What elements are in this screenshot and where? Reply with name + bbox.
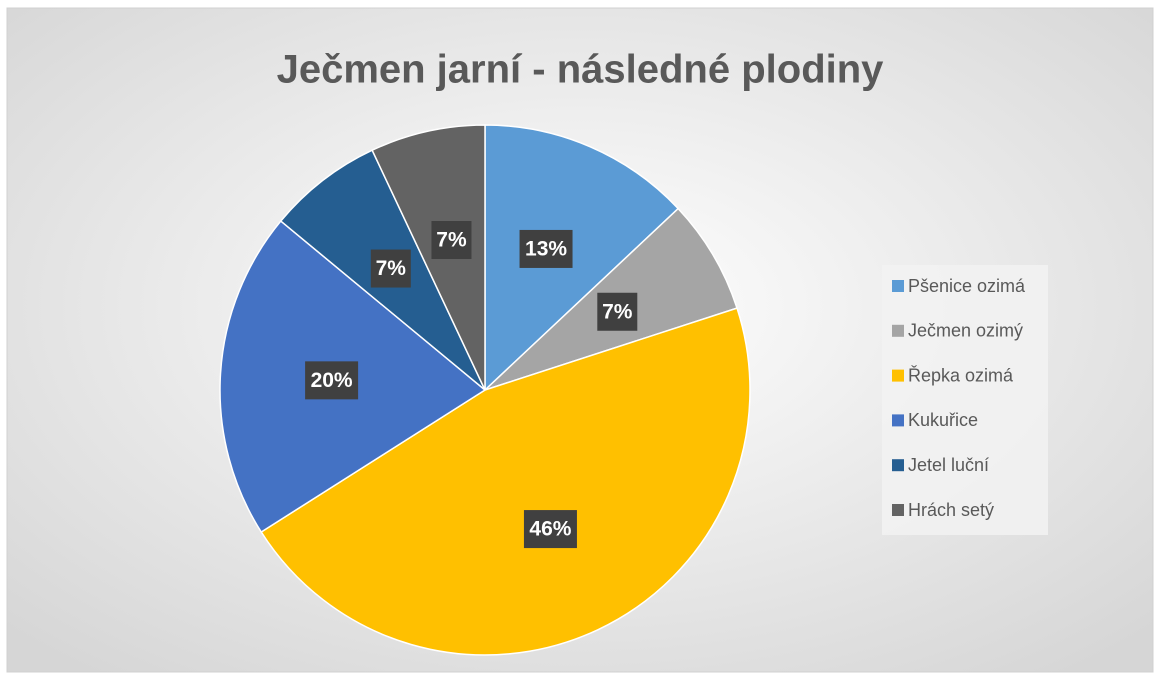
legend-swatch (892, 414, 904, 427)
legend-label: Pšenice ozimá (908, 276, 1026, 296)
data-label: 20% (311, 369, 353, 392)
legend-swatch (892, 369, 904, 382)
legend-label: Hrách setý (908, 500, 994, 520)
data-label-box (431, 221, 472, 260)
chart-title: Ječmen jarní - následné plodiny (277, 48, 885, 92)
legend-swatch (892, 280, 904, 292)
legend-label: Kukuřice (908, 410, 978, 430)
data-label: 13% (525, 237, 567, 260)
data-label: 7% (376, 257, 407, 280)
legend-swatch (892, 324, 904, 337)
data-label: 7% (602, 300, 633, 323)
data-label-box (305, 361, 359, 400)
legend-swatch (892, 459, 904, 472)
data-label-box (370, 249, 411, 288)
legend-label: Ječmen ozimý (908, 321, 1023, 341)
data-label-box (523, 510, 577, 549)
data-label: 7% (436, 229, 467, 252)
data-label-box (597, 292, 638, 331)
pie-slice (371, 124, 486, 391)
legend-box (882, 265, 1048, 535)
legend-label: Řepka ozimá (908, 365, 1014, 385)
data-label-box (519, 229, 573, 268)
pie-slice (260, 307, 751, 656)
data-label: 46% (529, 518, 571, 541)
legend-label: Jetel luční (908, 455, 989, 475)
legend-swatch (892, 504, 904, 516)
pie-slice (484, 124, 680, 392)
